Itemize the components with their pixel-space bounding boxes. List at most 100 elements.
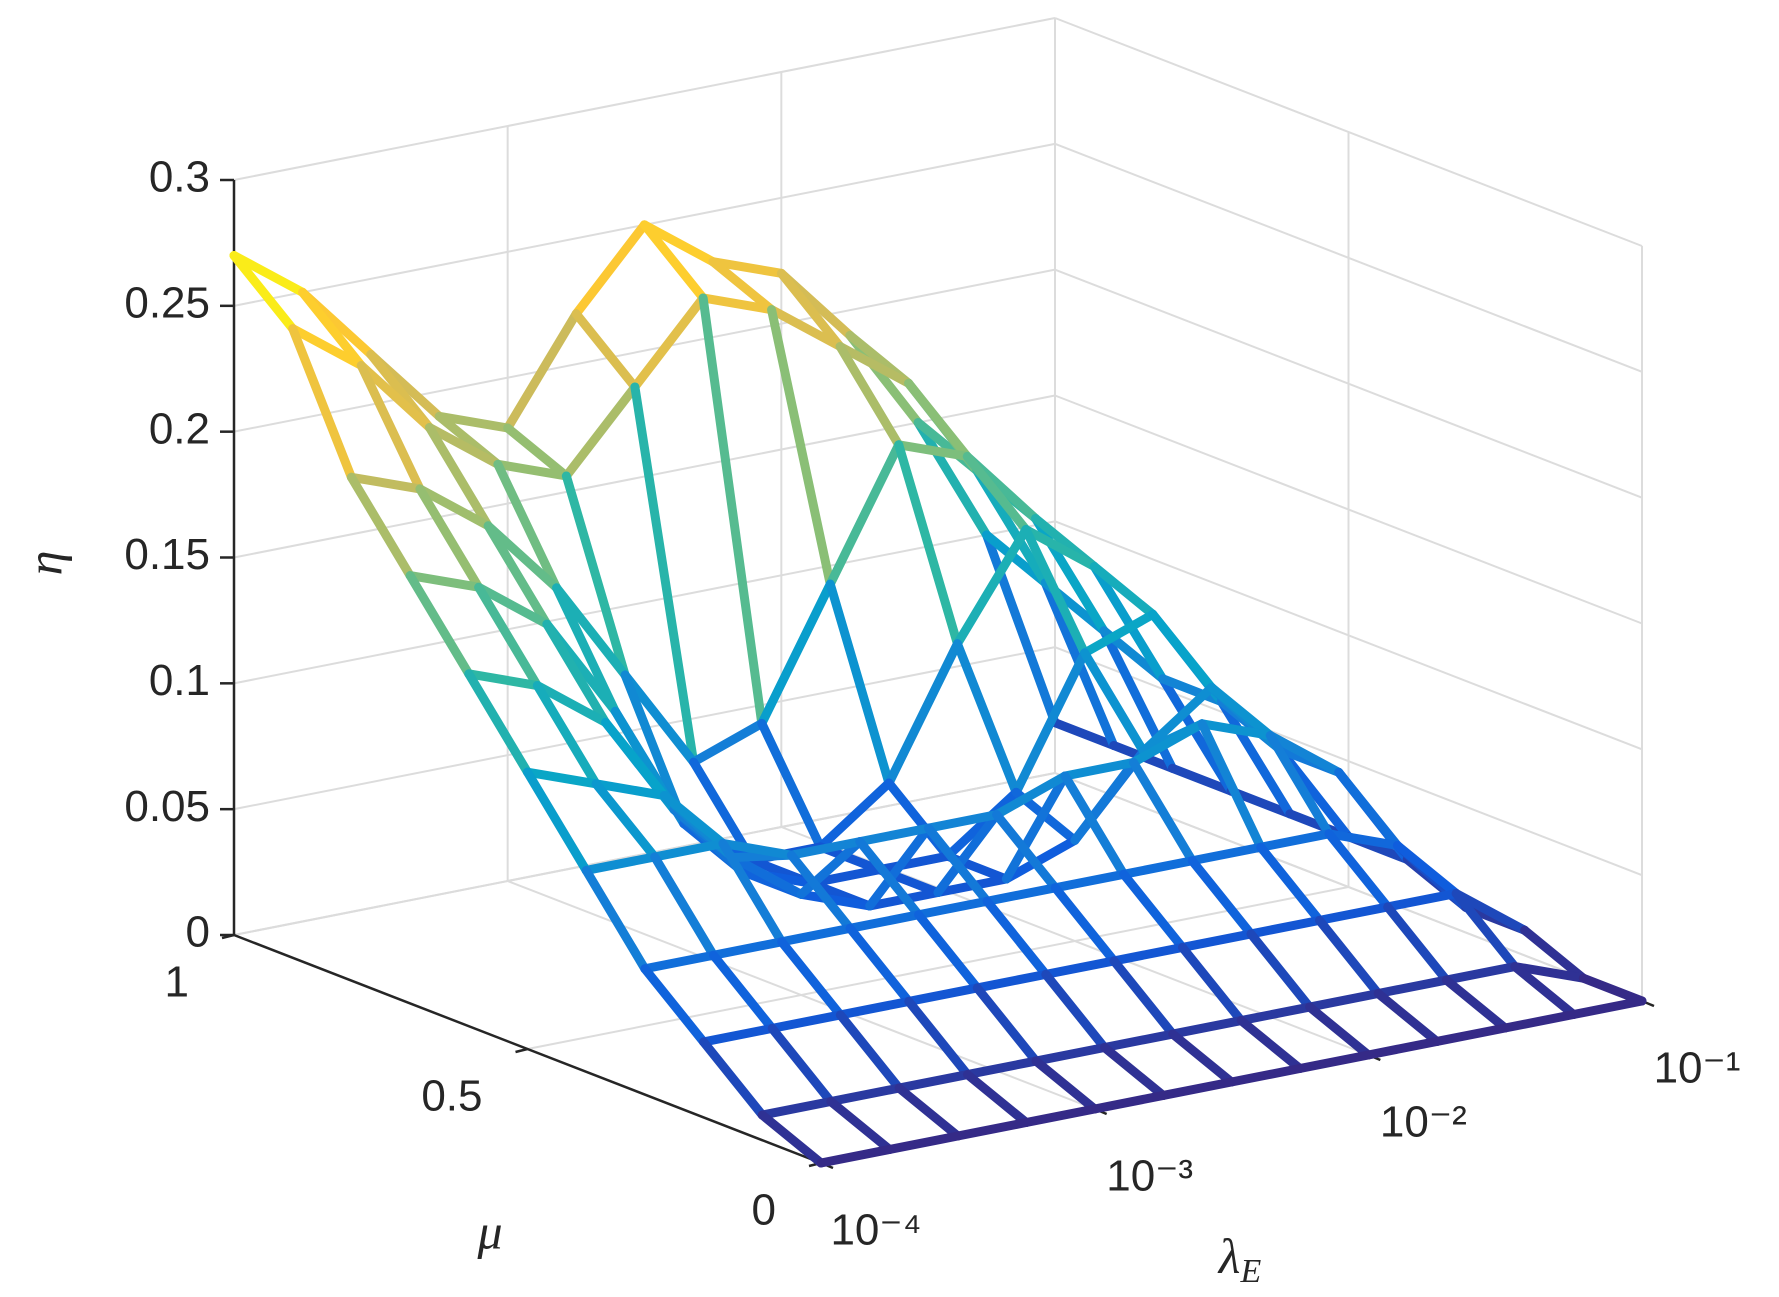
mesh-segment bbox=[698, 293, 777, 315]
mesh-segment bbox=[933, 810, 1002, 898]
mesh-segment bbox=[571, 220, 649, 319]
mesh-segment bbox=[523, 767, 591, 875]
mesh-segment bbox=[826, 1097, 895, 1154]
mesh-segment bbox=[630, 293, 708, 392]
y-tick-label: 1 bbox=[165, 958, 189, 1007]
mesh-segment bbox=[1021, 525, 1090, 658]
mesh-segment bbox=[1099, 1043, 1168, 1100]
mesh-segment bbox=[1050, 718, 1119, 750]
mesh-segment bbox=[982, 896, 1051, 979]
mesh-segment bbox=[1451, 888, 1520, 972]
mesh-segment bbox=[1226, 786, 1295, 819]
mesh-segment bbox=[1070, 757, 1139, 845]
mesh-segment bbox=[1129, 757, 1197, 866]
mesh-segment bbox=[767, 305, 845, 351]
mesh-segment bbox=[1080, 609, 1158, 658]
mesh-segment bbox=[825, 440, 904, 589]
mesh-segment bbox=[1197, 719, 1266, 852]
mesh-segment bbox=[640, 950, 718, 974]
mesh-segment bbox=[1373, 989, 1442, 1046]
mesh-segment bbox=[591, 779, 660, 862]
grid-line bbox=[233, 17, 1056, 181]
mesh-segment bbox=[542, 619, 611, 727]
mesh-segment bbox=[826, 1083, 904, 1107]
mesh-segment bbox=[699, 1037, 767, 1120]
mesh-segment bbox=[1099, 1029, 1178, 1053]
mesh-segment bbox=[1363, 1036, 1442, 1060]
mesh-segment bbox=[874, 851, 953, 875]
y-tick bbox=[221, 933, 235, 940]
mesh-segment bbox=[1148, 609, 1217, 693]
mesh-segment bbox=[1187, 842, 1266, 866]
mesh-segment bbox=[1060, 757, 1139, 781]
mesh-segment bbox=[1001, 771, 1070, 884]
mesh-segment bbox=[464, 669, 532, 777]
mesh-segment bbox=[786, 837, 865, 860]
mesh-segment bbox=[503, 309, 581, 433]
mesh-segment bbox=[786, 850, 855, 933]
mesh-segment bbox=[757, 579, 835, 728]
mesh-segment bbox=[1324, 829, 1402, 850]
mesh-segment bbox=[962, 1070, 1031, 1128]
mesh-segment bbox=[1168, 1029, 1236, 1087]
mesh-segment bbox=[630, 382, 699, 767]
y-axis bbox=[233, 933, 822, 1165]
mesh-segment bbox=[1246, 915, 1324, 939]
y-tick-label: 0.5 bbox=[421, 1072, 482, 1121]
mesh-segment bbox=[885, 1131, 963, 1154]
x-tick-label: 10⁻¹ bbox=[1654, 1044, 1741, 1093]
x-tick-label: 10⁻⁴ bbox=[830, 1206, 921, 1255]
mesh-segment bbox=[1129, 719, 1207, 767]
mesh-segment bbox=[1305, 989, 1383, 1012]
mesh-segment bbox=[493, 459, 562, 593]
mesh-segment bbox=[992, 810, 1060, 893]
mesh-segment bbox=[894, 1070, 972, 1093]
x-axis-label-main: λ bbox=[1217, 1228, 1241, 1284]
mesh-segment bbox=[1119, 856, 1197, 879]
mesh-segment bbox=[757, 1110, 826, 1168]
x-tick-label: 10⁻² bbox=[1380, 1098, 1467, 1147]
mesh-segment bbox=[767, 1010, 845, 1033]
mesh-segment bbox=[346, 472, 415, 581]
mesh-segment bbox=[1021, 1104, 1100, 1128]
mesh-segment bbox=[561, 471, 630, 680]
mesh-segment bbox=[1324, 829, 1393, 912]
mesh-segment bbox=[405, 571, 474, 679]
mesh-segment bbox=[1050, 869, 1129, 893]
mesh-segment bbox=[581, 865, 650, 974]
mesh-segment bbox=[962, 1056, 1041, 1080]
mesh-segment bbox=[523, 767, 601, 789]
mesh-segment bbox=[845, 923, 914, 1006]
mesh-segment bbox=[816, 1144, 895, 1168]
mesh-segment bbox=[1383, 888, 1461, 912]
mesh-segment bbox=[1578, 973, 1647, 1006]
mesh-segment bbox=[1168, 1016, 1246, 1039]
mesh-segment bbox=[1392, 840, 1461, 898]
mesh-segment bbox=[767, 1023, 836, 1107]
mesh-segment bbox=[1207, 683, 1275, 740]
mesh-segment bbox=[1119, 869, 1187, 952]
mesh-segment bbox=[640, 964, 709, 1047]
mesh-segment bbox=[835, 996, 914, 1020]
mesh-segment bbox=[1041, 956, 1119, 979]
mesh-segment bbox=[288, 324, 366, 370]
mesh-segment bbox=[532, 681, 601, 789]
mesh-segment bbox=[904, 996, 972, 1080]
mesh-segment bbox=[982, 883, 1060, 906]
mesh-segment bbox=[1109, 942, 1187, 966]
mesh-segment bbox=[982, 530, 1060, 728]
mesh-segment bbox=[601, 717, 669, 801]
mesh-segment bbox=[1314, 902, 1393, 925]
mesh-segment bbox=[1109, 956, 1178, 1039]
mesh-segment bbox=[1520, 925, 1588, 983]
mesh-segment bbox=[1090, 1090, 1168, 1114]
mesh-segment bbox=[1432, 1023, 1510, 1046]
mesh-segment bbox=[229, 251, 308, 297]
mesh-segment bbox=[591, 779, 669, 801]
mesh-segment bbox=[952, 639, 1021, 797]
mesh-segment bbox=[1510, 962, 1588, 983]
mesh-segment bbox=[532, 681, 611, 727]
mesh-segment bbox=[1383, 902, 1451, 985]
mesh-segment bbox=[1305, 1002, 1373, 1060]
mesh-segment bbox=[1167, 763, 1236, 796]
